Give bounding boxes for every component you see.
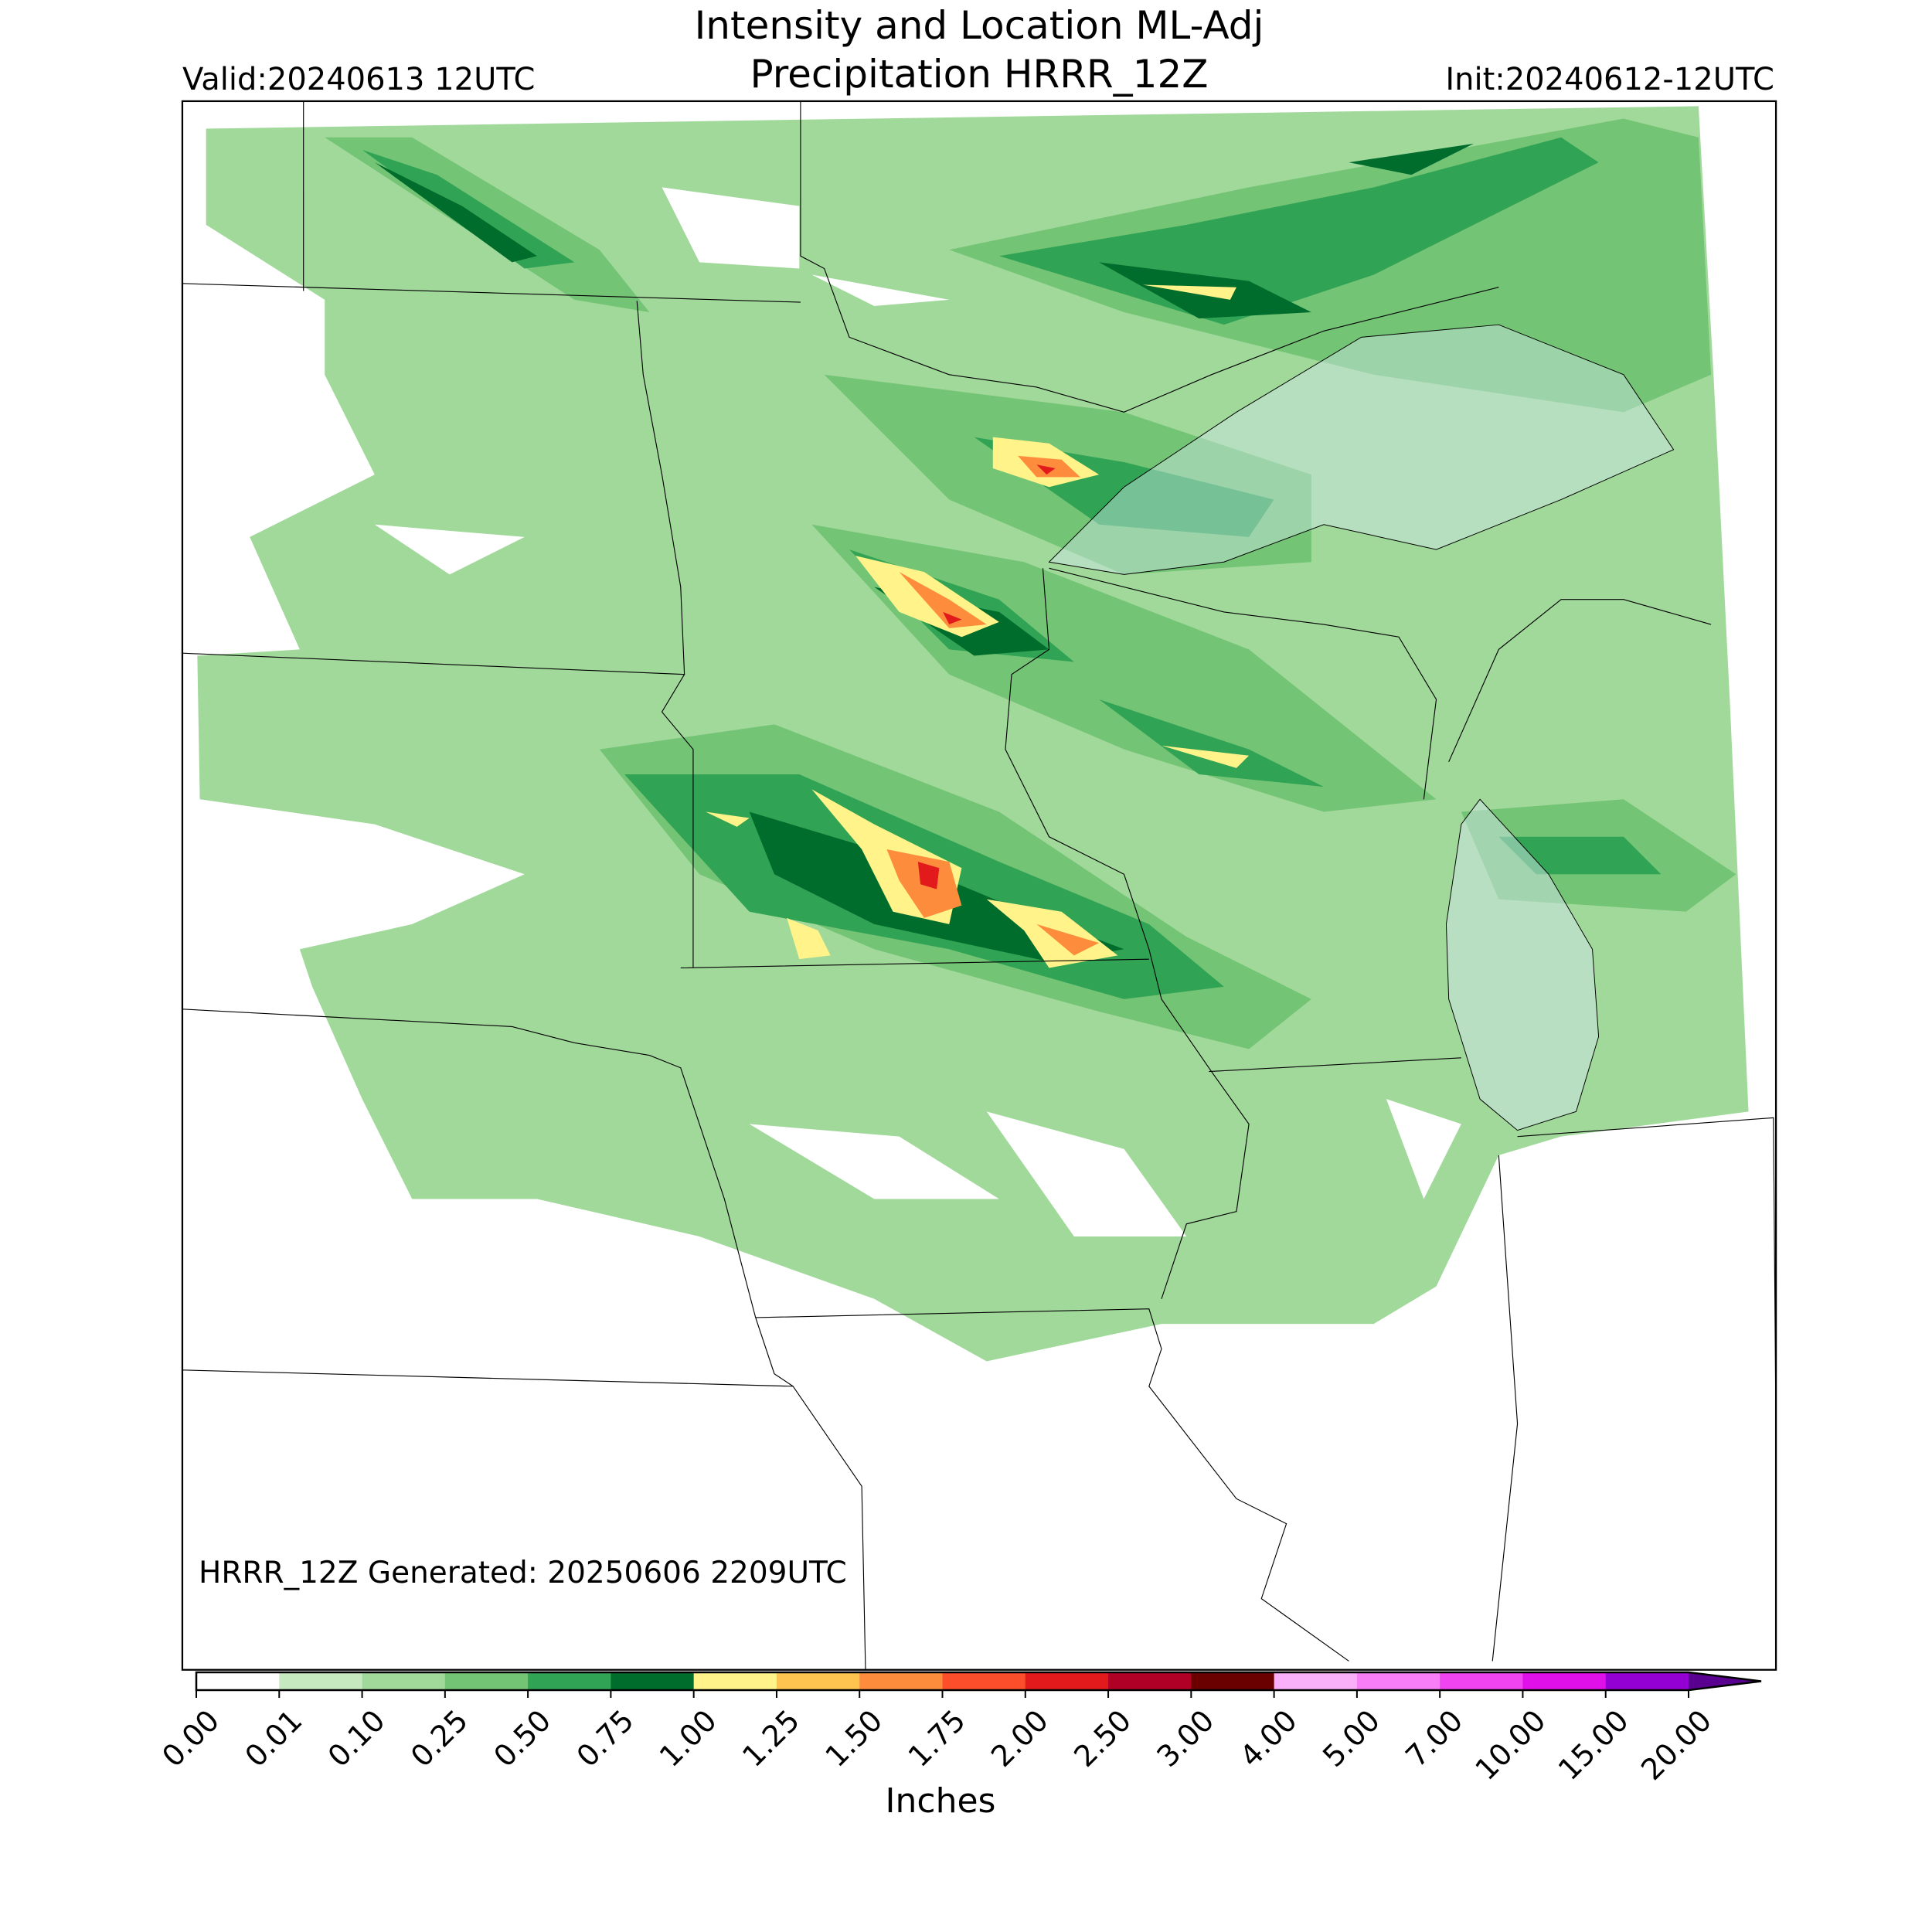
title-line: Intensity and Location ML-Adj	[695, 3, 1264, 48]
colorbar-segment	[444, 1672, 529, 1690]
colorbar-segment	[1605, 1672, 1689, 1690]
colorbar-frame	[195, 1671, 1762, 1692]
colorbar-segment	[1191, 1672, 1275, 1690]
colorbar-segment	[1274, 1672, 1358, 1690]
title-line: Precipitation HRRR_12Z	[750, 52, 1208, 97]
colorbar-segment	[942, 1672, 1026, 1690]
colorbar-segment	[362, 1672, 446, 1690]
valid-time: Valid:20240613 12UTC	[182, 62, 535, 97]
colorbar-segment	[196, 1672, 280, 1690]
colorbar-segment	[528, 1672, 611, 1690]
colorbar-segment	[1522, 1672, 1607, 1690]
generated-note: HRRR_12Z Generated: 20250606 2209UTC	[199, 1556, 847, 1590]
colorbar-segment	[693, 1672, 777, 1690]
colorbar-label: Inches	[886, 1781, 996, 1821]
colorbar-segment	[1025, 1672, 1109, 1690]
colorbar-extension	[1689, 1672, 1761, 1690]
precip-area	[197, 106, 1749, 1362]
colorbar-segment	[1108, 1672, 1192, 1690]
map-frame	[181, 100, 1777, 1671]
colorbar-segment	[611, 1672, 695, 1690]
colorbar-segment	[279, 1672, 363, 1690]
colorbar-segment	[776, 1672, 860, 1690]
lake	[1048, 324, 1675, 575]
colorbar-segment	[859, 1672, 943, 1690]
init-time: Init:20240612-12UTC	[1445, 62, 1774, 97]
colorbar-segment	[1440, 1672, 1523, 1690]
lake	[1445, 798, 1600, 1131]
map	[181, 100, 1777, 1671]
colorbar-segment	[1356, 1672, 1440, 1690]
